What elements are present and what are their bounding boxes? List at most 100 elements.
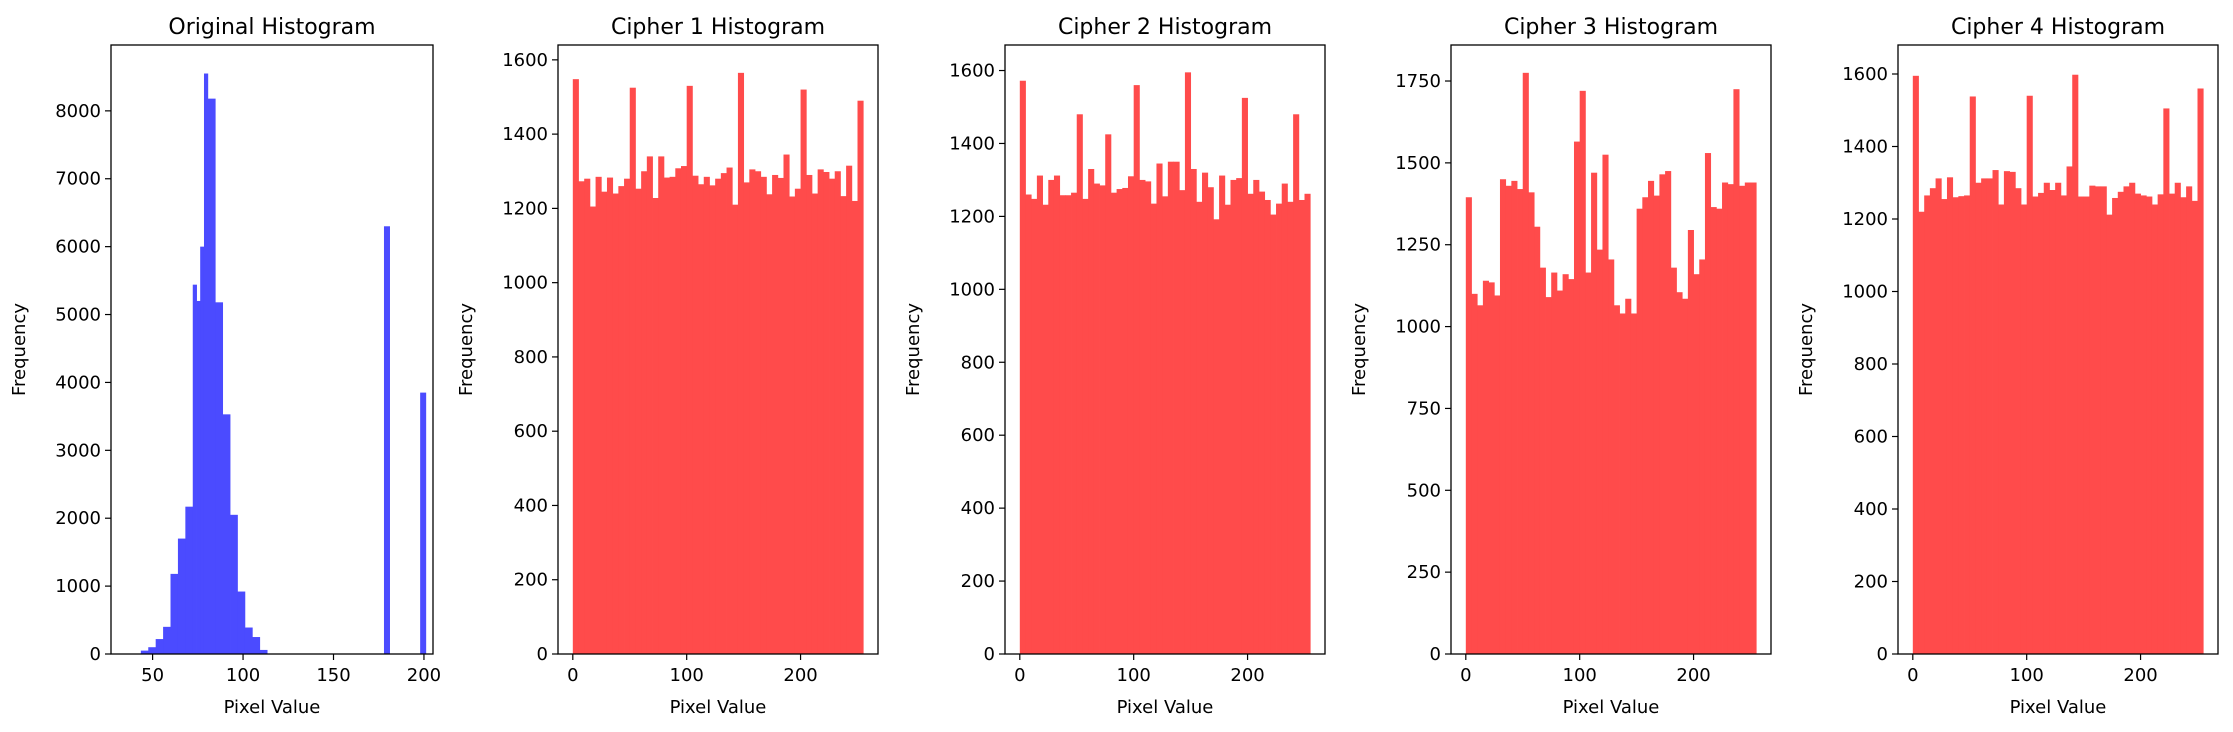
- histogram-bar: [755, 171, 762, 654]
- histogram-bar: [595, 176, 602, 654]
- histogram-bar: [2169, 193, 2176, 654]
- y-tick-label: 400: [1854, 499, 1888, 520]
- histogram-bar: [1630, 313, 1638, 654]
- histogram-panel-1: 50 100 150 20001000200030004000500060007000…: [9, 15, 441, 718]
- y-tick-label: 0: [1430, 644, 1441, 665]
- histogram-bar: [1241, 97, 1248, 654]
- y-tick-label: 7000: [55, 169, 101, 190]
- histogram-bar: [680, 166, 688, 654]
- histogram-bar: [851, 200, 858, 654]
- histogram-bar: [383, 226, 390, 655]
- y-tick-label: 1400: [949, 133, 995, 154]
- x-tick-label: 0: [1907, 665, 1918, 686]
- histogram-bar: [772, 174, 779, 654]
- x-tick-label: 200: [407, 665, 441, 686]
- histogram-bar: [1036, 175, 1043, 654]
- histogram-bar: [1053, 175, 1061, 654]
- histogram-bar: [1750, 182, 1757, 655]
- histogram-bar: [618, 186, 625, 655]
- x-axis-label: Pixel Value: [224, 697, 321, 718]
- histogram-bar: [1534, 226, 1541, 654]
- histogram-bar: [1545, 297, 1552, 654]
- y-tick-label: 0: [1877, 644, 1888, 665]
- histogram-bar: [2129, 182, 2136, 654]
- y-tick-label: 600: [961, 425, 995, 446]
- y-tick-label: 1000: [1842, 282, 1888, 303]
- histogram-bar: [646, 156, 653, 654]
- histogram-bar: [1247, 193, 1254, 654]
- histogram-bar: [1230, 179, 1237, 654]
- histogram-bar: [2123, 186, 2130, 654]
- y-axis-label: Frequency: [1796, 303, 1817, 396]
- histogram-bar: [207, 98, 216, 655]
- histogram-bar: [1236, 178, 1243, 654]
- y-tick-label: 600: [514, 421, 548, 442]
- histogram-bar: [1670, 267, 1677, 654]
- histogram-bar: [420, 392, 427, 654]
- histogram-bar: [1287, 201, 1294, 654]
- histogram-bar: [1573, 141, 1581, 654]
- histogram-bar: [163, 626, 171, 654]
- histogram-bar: [1613, 305, 1620, 654]
- x-axis-label: Pixel Value: [2010, 697, 2107, 718]
- y-tick-label: 1400: [1842, 137, 1888, 158]
- histogram-bar: [1298, 199, 1305, 654]
- histogram-bar: [715, 178, 722, 654]
- y-tick-label: 400: [514, 495, 548, 516]
- histogram-bar: [2163, 108, 2170, 654]
- histogram-bar: [1958, 196, 1965, 654]
- histogram-bar: [2026, 95, 2033, 654]
- histogram-bar: [1608, 259, 1615, 654]
- histogram-bar: [658, 156, 665, 654]
- histogram-bar: [2180, 197, 2187, 654]
- histogram-bar: [2089, 185, 2096, 654]
- histogram-bar: [1602, 154, 1609, 654]
- histogram-bar: [2043, 182, 2050, 654]
- histogram-bar: [2157, 194, 2164, 654]
- histogram-bar: [840, 196, 847, 654]
- histogram-bar: [2038, 192, 2045, 654]
- histogram-bar: [1998, 204, 2005, 654]
- histogram-bar: [1093, 183, 1100, 655]
- histogram-bar: [1048, 179, 1055, 654]
- histogram-bar: [2060, 195, 2067, 654]
- histogram-bar: [2151, 204, 2159, 654]
- histogram-bar: [703, 176, 710, 654]
- histogram-bar: [1059, 195, 1066, 654]
- histogram-bar: [629, 87, 636, 654]
- y-tick-label: 200: [514, 570, 548, 591]
- histogram-bar: [578, 181, 585, 654]
- y-tick-label: 500: [1407, 480, 1441, 501]
- histogram-bar: [2009, 171, 2016, 654]
- y-tick-label: 1000: [55, 576, 101, 597]
- histogram-bar: [1642, 197, 1649, 654]
- y-tick-label: 0: [90, 644, 101, 665]
- histogram-bar: [1722, 182, 1729, 655]
- histogram-bar: [601, 191, 608, 654]
- histogram-bar: [1935, 178, 1942, 654]
- histogram-bar: [720, 173, 727, 655]
- x-tick-label: 0: [1014, 665, 1025, 686]
- x-tick-label: 200: [2123, 665, 2157, 686]
- histogram-bar: [2095, 186, 2102, 654]
- histogram-bar: [794, 188, 801, 654]
- histogram-bar: [1687, 229, 1694, 654]
- histogram-bar: [572, 79, 579, 655]
- histogram-bar: [800, 89, 807, 654]
- histogram-bar: [170, 573, 179, 654]
- histogram-bar: [1619, 313, 1626, 654]
- histogram-bar: [259, 649, 268, 654]
- y-tick-label: 600: [1854, 427, 1888, 448]
- histogram-bar: [692, 175, 699, 654]
- histogram-bar: [1505, 185, 1512, 654]
- histogram-bar: [1122, 187, 1129, 654]
- histogram-bar: [244, 627, 253, 654]
- histogram-panel-2: 0 100 200 0 200 400 600 800 1000 1200 1400 1600 Ciph…: [456, 15, 879, 718]
- histogram-bar: [1986, 178, 1993, 654]
- histogram-bar: [1499, 179, 1507, 654]
- histogram-bar: [1562, 274, 1569, 654]
- histogram-bar: [1636, 208, 1643, 655]
- histogram-bar: [1591, 172, 1598, 654]
- x-tick-label: 200: [783, 665, 817, 686]
- histogram-bar: [1704, 153, 1712, 654]
